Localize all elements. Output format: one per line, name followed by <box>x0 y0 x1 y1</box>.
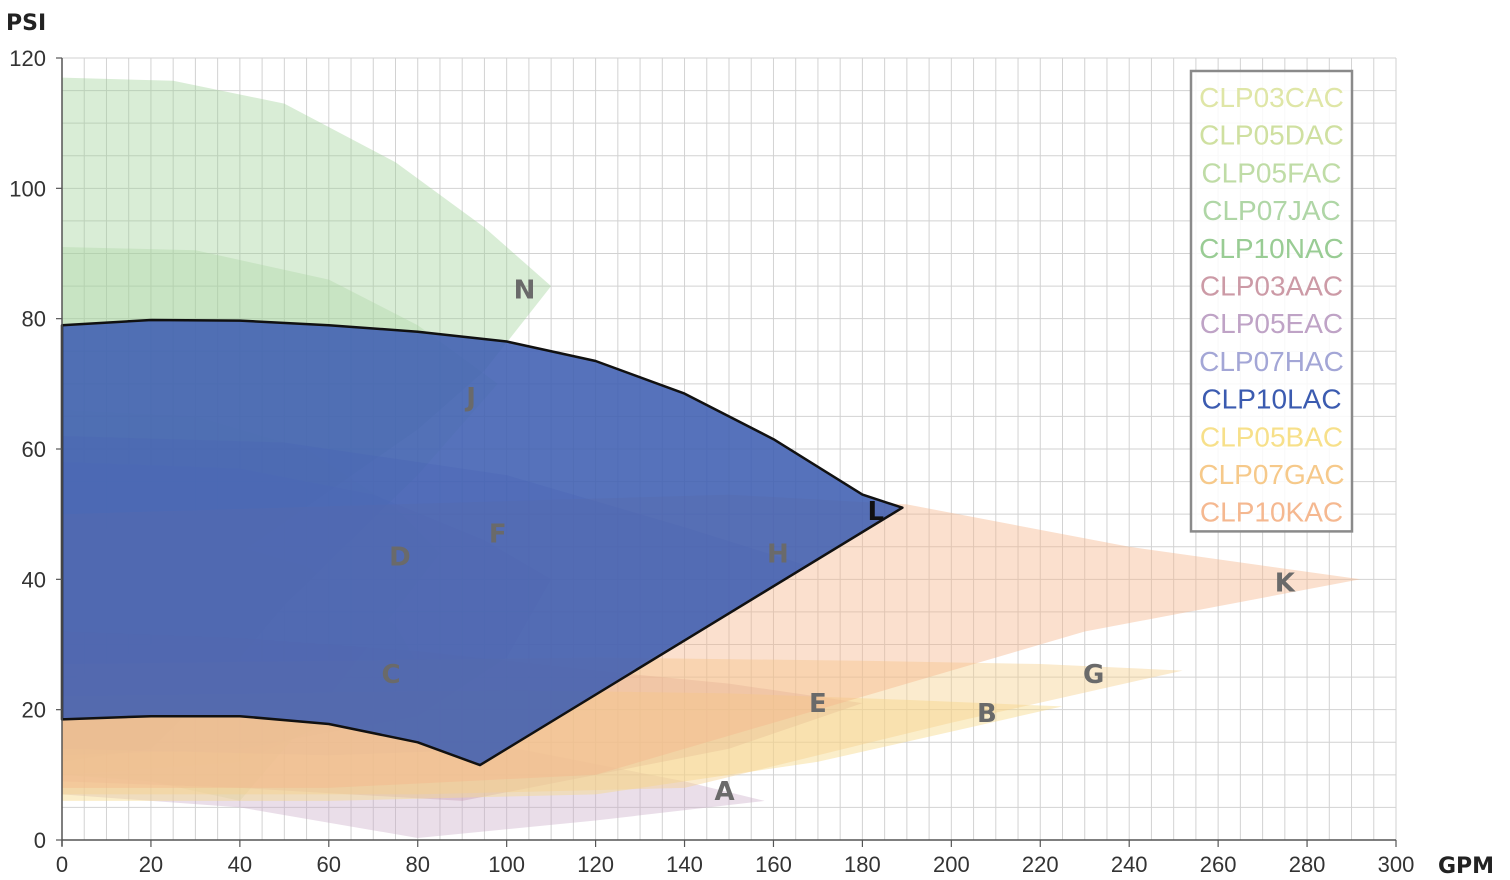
legend-item: CLP05FAC <box>1201 157 1341 188</box>
x-tick-label: 80 <box>405 852 429 877</box>
x-tick-label: 160 <box>755 852 792 877</box>
y-tick-label: 60 <box>22 437 46 462</box>
x-tick-label: 220 <box>1022 852 1059 877</box>
region-labels: N J D C F H E A B G K L <box>382 275 1296 807</box>
x-tick-label: 140 <box>666 852 703 877</box>
x-tick-label: 0 <box>56 852 68 877</box>
y-tick-label: 40 <box>22 567 46 592</box>
legend-item: CLP03CAC <box>1199 82 1344 113</box>
legend-item: CLP05BAC <box>1200 421 1343 452</box>
legend-item: CLP07GAC <box>1198 459 1344 490</box>
axes: 0 20 40 60 80 100 120 140 160 180 200 220 240 260 280 3… <box>9 46 1414 877</box>
region-label-L: L <box>867 497 884 527</box>
x-tick-label: 40 <box>228 852 252 877</box>
legend-item: CLP07HAC <box>1199 346 1344 377</box>
x-tick-label: 20 <box>139 852 163 877</box>
region-label-C: C <box>382 660 401 690</box>
legend-item: CLP10LAC <box>1201 384 1341 415</box>
region-label-E: E <box>809 689 827 719</box>
region-A <box>62 709 765 838</box>
y-tick-label: 20 <box>22 698 46 723</box>
legend: CLP03CAC CLP05DAC CLP05FAC CLP07JAC CLP10NAC… <box>1189 69 1354 533</box>
x-tick-label: 60 <box>317 852 341 877</box>
x-tick-label: 120 <box>577 852 614 877</box>
x-tick-label: 240 <box>1111 852 1148 877</box>
x-tick-label: 300 <box>1378 852 1415 877</box>
legend-item: CLP05DAC <box>1199 120 1344 151</box>
x-tick-label: 180 <box>844 852 881 877</box>
x-tick-label: 100 <box>488 852 525 877</box>
highlighted-region <box>60 318 904 767</box>
region-label-K: K <box>1275 569 1296 599</box>
region-label-D: D <box>389 543 411 573</box>
region-label-J: J <box>464 383 476 413</box>
legend-item: CLP10NAC <box>1199 233 1344 264</box>
x-tick-label: 200 <box>933 852 970 877</box>
legend-box <box>1189 69 1354 533</box>
y-tick-label: 80 <box>22 307 46 332</box>
region-label-G: G <box>1083 660 1104 690</box>
region-label-F: F <box>489 520 507 550</box>
y-tick-label: 100 <box>9 176 46 201</box>
y-axis-title: PSI <box>6 11 46 36</box>
region-label-H: H <box>767 539 789 569</box>
y-tick-label: 0 <box>34 828 46 853</box>
legend-item: CLP05EAC <box>1200 308 1343 339</box>
legend-item: CLP07JAC <box>1202 195 1341 226</box>
region-label-A: A <box>714 777 734 807</box>
legend-item: CLP10KAC <box>1200 497 1343 528</box>
legend-item: CLP03AAC <box>1200 271 1343 302</box>
x-tick-label: 260 <box>1200 852 1237 877</box>
region-label-N: N <box>514 275 536 305</box>
x-tick-label: 280 <box>1289 852 1326 877</box>
y-tick-label: 120 <box>9 46 46 71</box>
x-axis-title: GPM <box>1438 854 1494 879</box>
region-L <box>60 318 904 767</box>
region-label-B: B <box>977 699 997 729</box>
